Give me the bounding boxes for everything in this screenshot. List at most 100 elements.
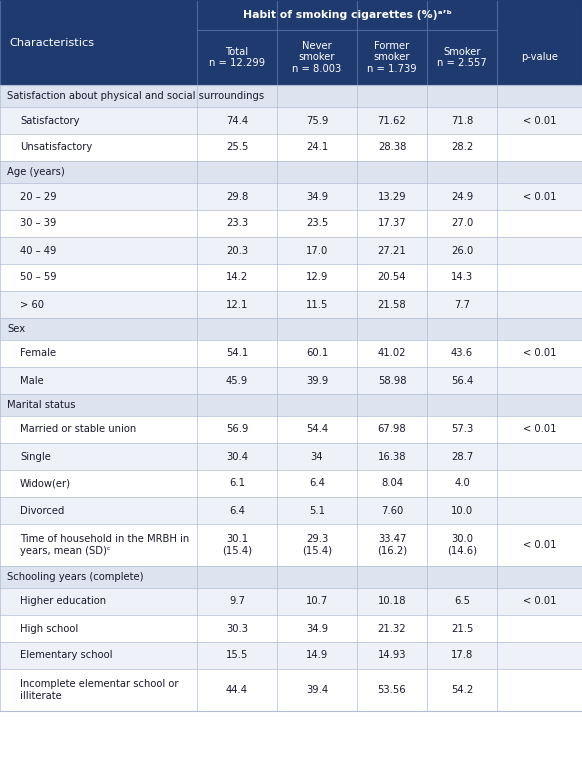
Text: 5.1: 5.1 (309, 505, 325, 515)
Text: 10.0: 10.0 (451, 505, 473, 515)
Text: 12.9: 12.9 (306, 273, 328, 283)
Text: 45.9: 45.9 (226, 376, 248, 386)
Text: 57.3: 57.3 (451, 425, 473, 434)
Bar (0, 367, 582, 394)
Text: Female: Female (20, 348, 56, 358)
Bar (0, 497, 582, 524)
Text: 23.5: 23.5 (306, 219, 328, 229)
Text: < 0.01: < 0.01 (523, 348, 556, 358)
Text: High school: High school (20, 623, 78, 633)
Bar (0, 416, 582, 443)
Text: 14.2: 14.2 (226, 273, 248, 283)
Text: Male: Male (20, 376, 44, 386)
Text: 41.02: 41.02 (378, 348, 406, 358)
Text: 7.60: 7.60 (381, 505, 403, 515)
Text: 13.29: 13.29 (378, 191, 406, 201)
Bar (0, 318, 582, 340)
Text: 67.98: 67.98 (378, 425, 406, 434)
Text: 17.37: 17.37 (378, 219, 406, 229)
Text: Divorced: Divorced (20, 505, 65, 515)
Bar (0, 566, 582, 588)
Text: Single: Single (20, 451, 51, 462)
Text: 71.62: 71.62 (378, 116, 406, 126)
Text: 6.4: 6.4 (229, 505, 245, 515)
Text: Sex: Sex (7, 324, 25, 334)
Text: 23.3: 23.3 (226, 219, 248, 229)
Text: 34.9: 34.9 (306, 623, 328, 633)
Bar (0, 588, 582, 615)
Text: Elementary school: Elementary school (20, 651, 112, 661)
Text: 14.9: 14.9 (306, 651, 328, 661)
Bar (0, 0, 582, 85)
Text: 10.7: 10.7 (306, 597, 328, 607)
Text: Satisfaction about physical and social surroundings: Satisfaction about physical and social s… (7, 91, 264, 101)
Text: 60.1: 60.1 (306, 348, 328, 358)
Text: 28.7: 28.7 (451, 451, 473, 462)
Text: 50 – 59: 50 – 59 (20, 273, 56, 283)
Text: Time of household in the MRBH in
years, mean (SD)ᶜ: Time of household in the MRBH in years, … (20, 534, 189, 556)
Text: Total
n = 12.299: Total n = 12.299 (209, 47, 265, 68)
Text: Marital status: Marital status (7, 400, 76, 410)
Text: p-value: p-value (521, 52, 558, 62)
Text: Unsatisfactory: Unsatisfactory (20, 142, 93, 152)
Bar (0, 394, 582, 416)
Text: Widow(er): Widow(er) (20, 479, 71, 488)
Text: 54.4: 54.4 (306, 425, 328, 434)
Bar (0, 107, 582, 134)
Text: 56.4: 56.4 (451, 376, 473, 386)
Text: 17.0: 17.0 (306, 245, 328, 255)
Text: 6.1: 6.1 (229, 479, 245, 488)
Bar (0, 340, 582, 367)
Text: 27.0: 27.0 (451, 219, 473, 229)
Text: 12.1: 12.1 (226, 299, 248, 309)
Text: 30.3: 30.3 (226, 623, 248, 633)
Text: 74.4: 74.4 (226, 116, 248, 126)
Text: Former
smoker
n = 1.739: Former smoker n = 1.739 (367, 41, 417, 74)
Text: 39.9: 39.9 (306, 376, 328, 386)
Bar (0, 669, 582, 711)
Text: < 0.01: < 0.01 (523, 116, 556, 126)
Text: < 0.01: < 0.01 (523, 540, 556, 550)
Text: 20.3: 20.3 (226, 245, 248, 255)
Text: 25.5: 25.5 (226, 142, 248, 152)
Bar (0, 615, 582, 642)
Text: 7.7: 7.7 (454, 299, 470, 309)
Text: 40 – 49: 40 – 49 (20, 245, 56, 255)
Text: 28.2: 28.2 (451, 142, 473, 152)
Text: > 60: > 60 (20, 299, 44, 309)
Text: 14.3: 14.3 (451, 273, 473, 283)
Text: 21.5: 21.5 (451, 623, 473, 633)
Text: 21.32: 21.32 (378, 623, 406, 633)
Text: < 0.01: < 0.01 (523, 597, 556, 607)
Text: 30.0
(14.6): 30.0 (14.6) (447, 534, 477, 556)
Text: 30.1
(15.4): 30.1 (15.4) (222, 534, 252, 556)
Bar (0, 264, 582, 291)
Text: Schooling years (complete): Schooling years (complete) (7, 572, 144, 582)
Bar (0, 291, 582, 318)
Text: 34: 34 (311, 451, 323, 462)
Text: 26.0: 26.0 (451, 245, 473, 255)
Text: Habit of smoking cigarettes (%)ᵃ’ᵇ: Habit of smoking cigarettes (%)ᵃ’ᵇ (243, 10, 452, 20)
Bar (0, 161, 582, 183)
Text: 10.18: 10.18 (378, 597, 406, 607)
Text: 43.6: 43.6 (451, 348, 473, 358)
Text: 4.0: 4.0 (454, 479, 470, 488)
Text: 56.9: 56.9 (226, 425, 248, 434)
Text: 33.47
(16.2): 33.47 (16.2) (377, 534, 407, 556)
Text: Age (years): Age (years) (7, 167, 65, 177)
Bar (0, 237, 582, 264)
Text: 17.8: 17.8 (451, 651, 473, 661)
Text: 34.9: 34.9 (306, 191, 328, 201)
Text: 30 – 39: 30 – 39 (20, 219, 56, 229)
Bar (0, 134, 582, 161)
Text: 29.8: 29.8 (226, 191, 248, 201)
Bar (0, 642, 582, 669)
Text: 28.38: 28.38 (378, 142, 406, 152)
Text: 20 – 29: 20 – 29 (20, 191, 56, 201)
Text: 39.4: 39.4 (306, 685, 328, 695)
Text: 75.9: 75.9 (306, 116, 328, 126)
Text: 71.8: 71.8 (451, 116, 473, 126)
Text: 6.5: 6.5 (454, 597, 470, 607)
Text: 24.1: 24.1 (306, 142, 328, 152)
Text: Higher education: Higher education (20, 597, 106, 607)
